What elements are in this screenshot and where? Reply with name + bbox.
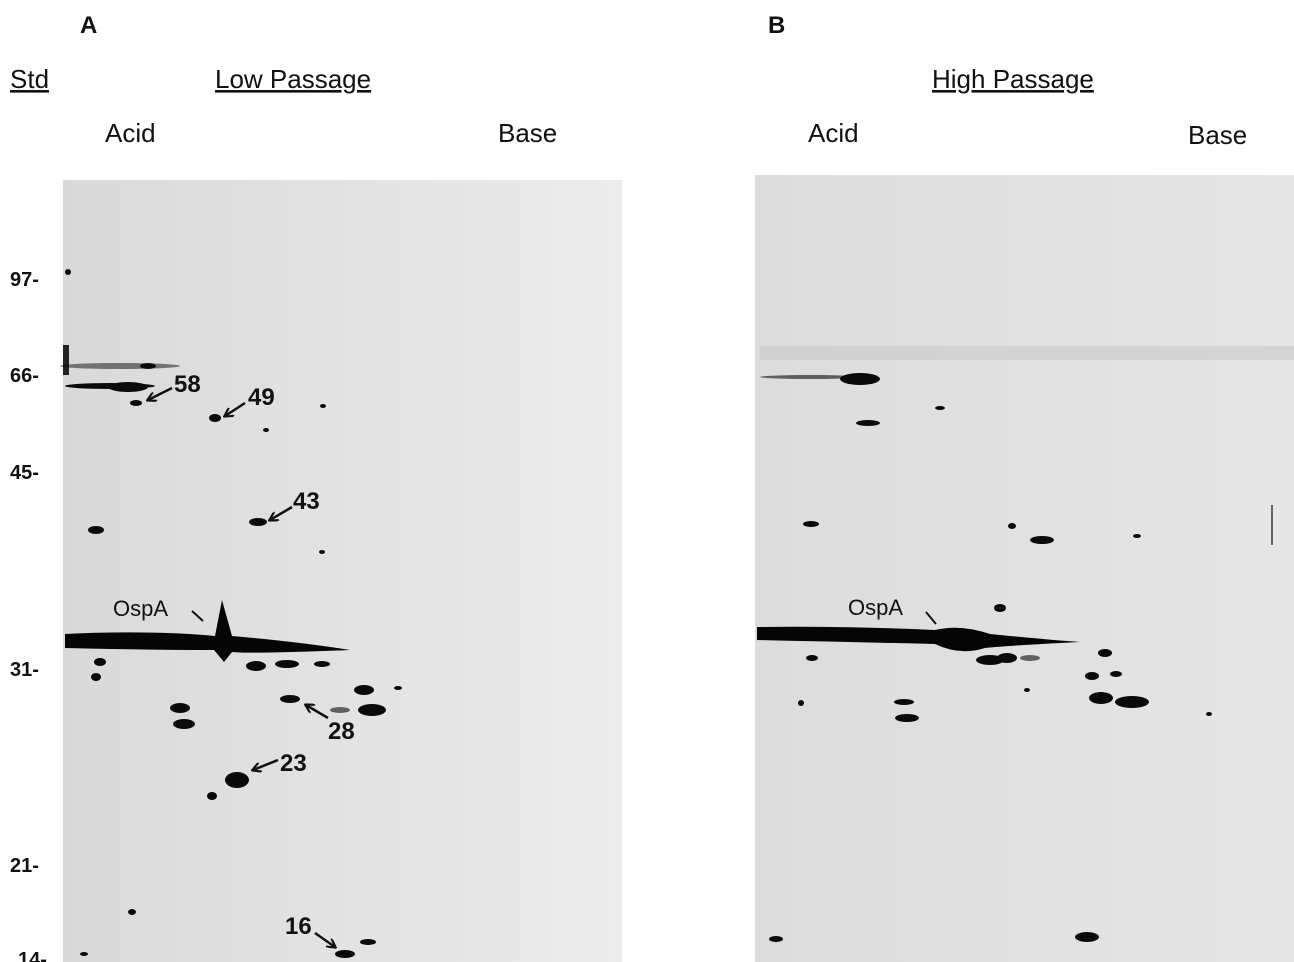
spot-label: OspA	[113, 596, 168, 621]
acid-label: Acid	[105, 118, 156, 148]
spot-label: 23	[280, 750, 307, 777]
panel-title: High Passage	[932, 64, 1094, 94]
acid-label: Acid	[808, 118, 859, 148]
mw-marker: 21-	[10, 855, 39, 877]
figure: A Std Low Passage Acid Base	[0, 0, 1294, 962]
gel	[63, 180, 622, 962]
std-label: Std	[10, 64, 49, 94]
gel	[755, 175, 1294, 962]
spot-label: 58	[174, 371, 201, 398]
spot-label: OspA	[848, 595, 903, 620]
mw-marker: 66-	[10, 365, 39, 387]
base-label: Base	[498, 118, 557, 148]
mw-marker: 45-	[10, 462, 39, 484]
spot-label: 28	[328, 718, 355, 745]
panel-label: A	[80, 12, 97, 39]
panel-title: Low Passage	[215, 64, 371, 94]
spot-label: 49	[248, 384, 275, 411]
spot-label: 43	[293, 488, 320, 515]
mw-marker: 97-	[10, 269, 39, 291]
base-label: Base	[1188, 120, 1247, 150]
mw-marker: 31-	[10, 659, 39, 681]
mw-marker: 14-	[18, 949, 47, 962]
spot-label: 16	[285, 913, 312, 940]
panel-label: B	[768, 12, 785, 39]
